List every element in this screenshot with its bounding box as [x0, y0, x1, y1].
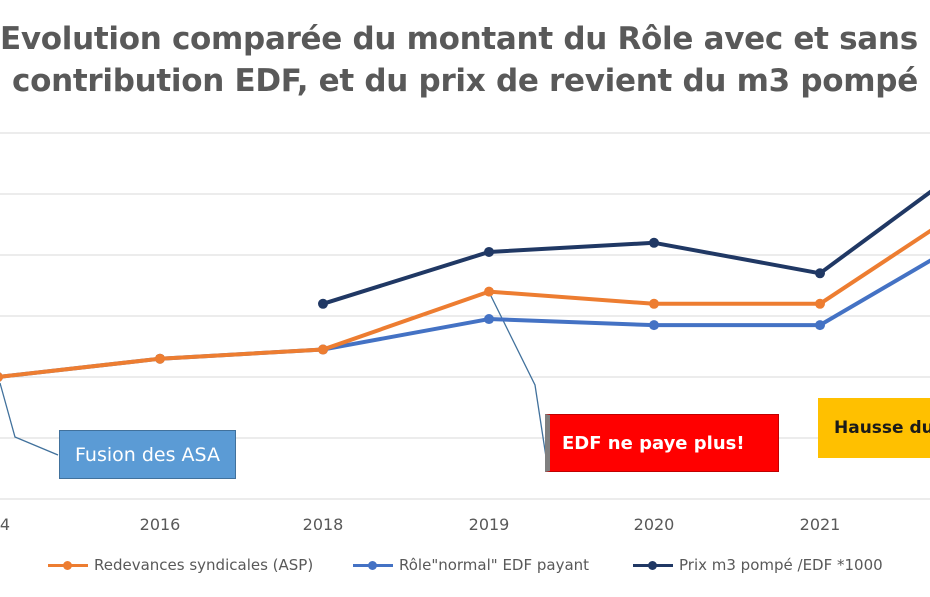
series-line-0: [0, 228, 930, 379]
x-tick-2020: 2020: [634, 515, 675, 534]
chart-title-line-2: contribution EDF, et du prix de revient …: [12, 63, 918, 99]
point-s1-2020: [649, 320, 659, 331]
gridlines: [0, 132, 930, 500]
x-tick-2016: 2016: [140, 515, 181, 534]
chart-title: Evolution comparée du montant du Rôle av…: [0, 18, 930, 102]
annotation-edf-ne-paye-plus: EDF ne paye plus!: [545, 414, 779, 472]
leader-edf-ne-paye-plus: [488, 291, 549, 471]
series-line-2: [322, 189, 930, 306]
x-tick-2014: 14: [0, 515, 10, 534]
legend-label-role-normal: Rôle"normal" EDF payant: [399, 556, 590, 574]
legend: Redevances syndicales (ASP) Rôle"normal"…: [0, 556, 930, 576]
point-s0-2016: [155, 353, 165, 364]
point-s2-2019: [484, 246, 494, 257]
legend-item-redevances: Redevances syndicales (ASP): [48, 556, 313, 574]
point-s1-2019: [484, 314, 494, 325]
annotation-hausse: Hausse du: [818, 398, 930, 458]
leader-fusion-asa: [0, 382, 59, 456]
point-s1-2021: [815, 320, 825, 331]
series-layer: [0, 189, 930, 382]
legend-marker-prix-m3: [633, 560, 673, 570]
point-s0-2019: [484, 286, 494, 297]
x-tick-labels: 14 2016 2018 2019 2020 2021: [0, 515, 840, 534]
x-tick-2018: 2018: [303, 515, 344, 534]
chart-title-line-1: Evolution comparée du montant du Rôle av…: [0, 21, 930, 57]
annotation-fusion-asa: Fusion des ASA: [59, 430, 236, 479]
x-tick-2021: 2021: [800, 515, 841, 534]
x-tick-2019: 2019: [469, 515, 510, 534]
legend-label-prix-m3: Prix m3 pompé /EDF *1000: [679, 556, 883, 574]
point-s0-2014: [0, 372, 3, 382]
legend-item-prix-m3: Prix m3 pompé /EDF *1000: [633, 556, 883, 574]
point-s2-2018: [318, 298, 328, 309]
point-s0-2021: [815, 298, 825, 309]
point-s0-2020: [649, 298, 659, 309]
point-s0-2018: [318, 344, 328, 355]
point-s2-2021: [815, 268, 825, 279]
annotation-leaders: [0, 291, 549, 471]
legend-label-redevances: Redevances syndicales (ASP): [94, 556, 314, 574]
legend-marker-redevances: [48, 560, 88, 570]
legend-item-role-normal: Rôle"normal" EDF payant: [353, 556, 589, 574]
point-s2-2020: [649, 237, 659, 248]
legend-marker-role-normal: [353, 560, 393, 570]
